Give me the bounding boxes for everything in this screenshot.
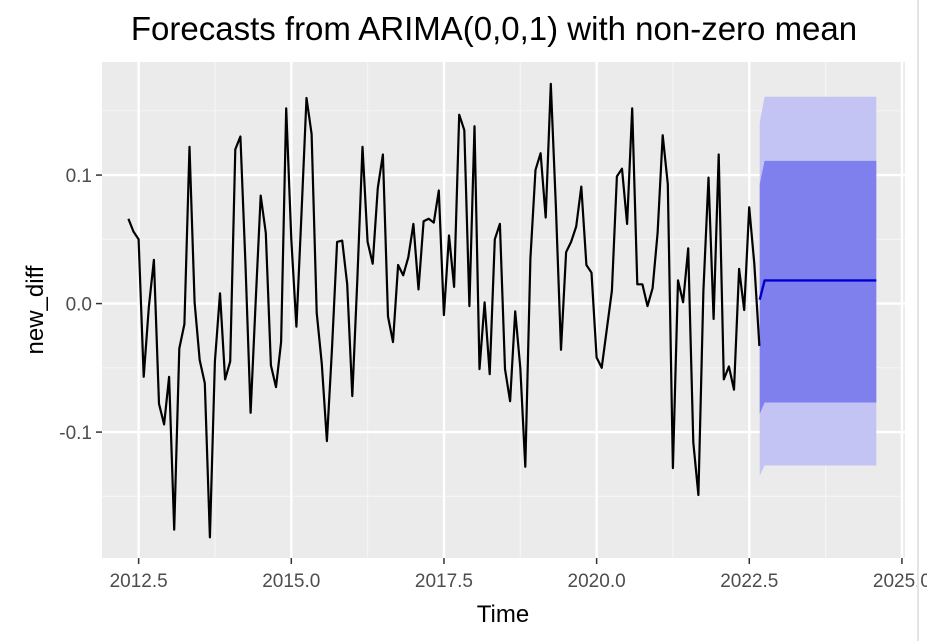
forecast-series [758,279,877,300]
y-tick-label: 0.1 [66,166,92,187]
x-tick-label: 2025.0 [873,571,927,592]
y-tick-label: -0.1 [59,423,92,444]
x-axis: 2012.5 2015.0 2017.5 2020.0 2022.5 2025.0 [110,558,927,592]
x-tick-label: 2022.5 [720,571,778,592]
grid-lines [102,62,905,558]
y-axis-title: new_diff [22,265,49,354]
x-tick-label: 2015.0 [262,571,320,592]
y-tick-label: 0.0 [66,295,92,316]
observed-line [127,82,761,539]
x-tick-label: 2017.5 [415,571,473,592]
chart-title: Forecasts from ARIMA(0,0,1) with non-zer… [131,10,857,47]
x-tick-label: 2012.5 [110,571,168,592]
window-edge [917,0,919,641]
forecast-mean-line [758,279,877,300]
observed-series [127,82,761,539]
prediction-interval-80 [759,160,877,415]
forecast-band-80 [759,160,877,415]
y-axis: -0.1 0.0 0.1 [59,166,102,444]
x-tick-label: 2020.0 [568,571,626,592]
x-axis-title: Time [477,601,529,628]
